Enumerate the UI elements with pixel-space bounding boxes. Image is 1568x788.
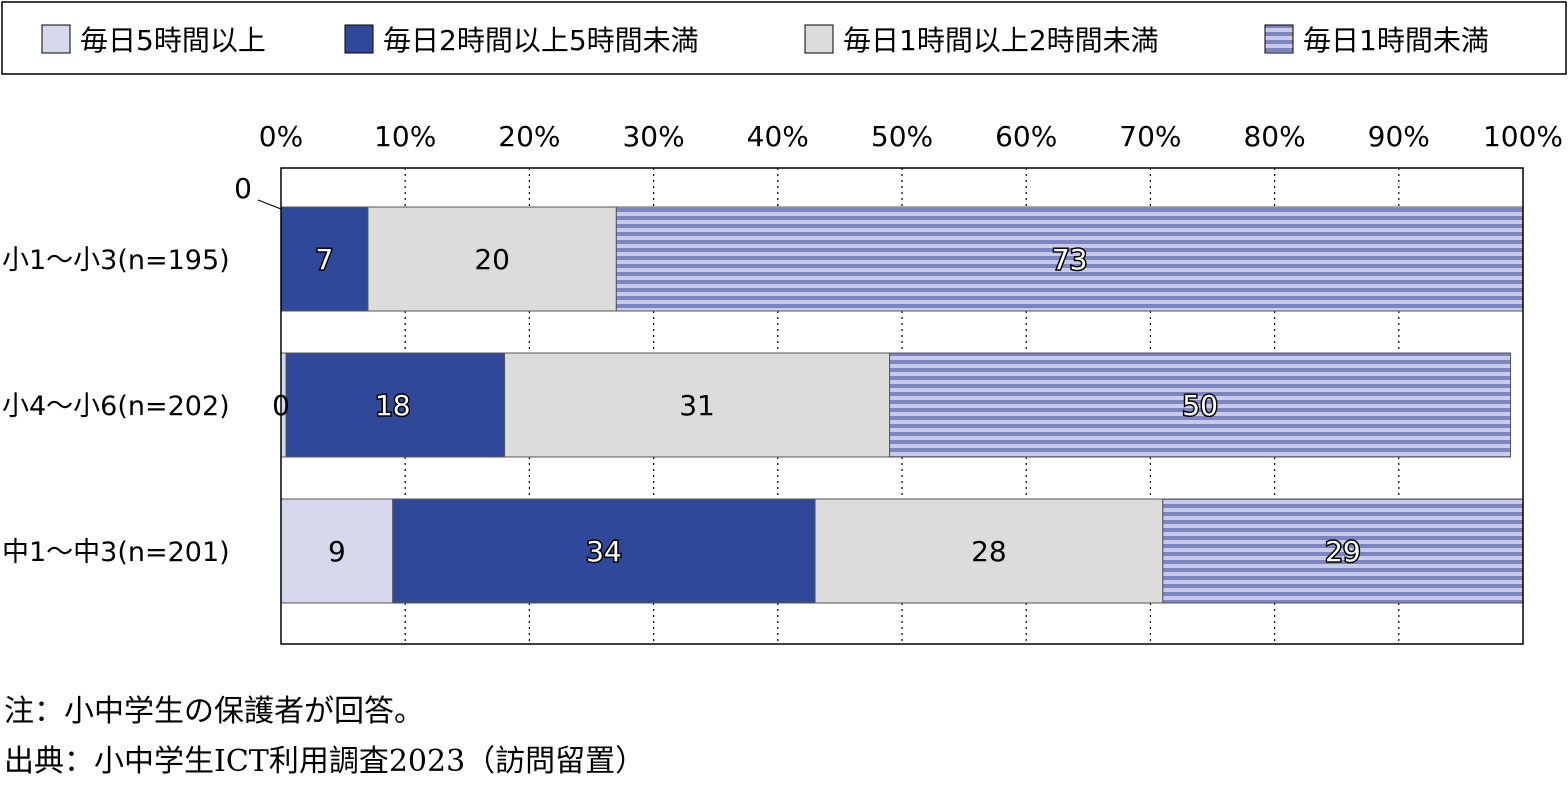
legend-label: 毎日1時間以上2時間未満 bbox=[843, 24, 1159, 57]
data-label: 9 bbox=[328, 535, 346, 568]
legend: 毎日5時間以上 毎日2時間以上5時間未満 毎日1時間以上2時間未満 毎日1時間未満 bbox=[1, 1, 1567, 75]
x-tick-label: 10% bbox=[374, 120, 436, 153]
x-tick-label: 60% bbox=[995, 120, 1057, 153]
data-label: 34 bbox=[586, 535, 622, 568]
bars bbox=[280, 206, 1524, 604]
legend-swatch bbox=[344, 24, 374, 54]
category-label: 小4～小6(n=202) bbox=[2, 391, 230, 422]
legend-frame bbox=[1, 1, 1567, 75]
legend-swatch bbox=[1264, 24, 1294, 54]
legend-label: 毎日2時間以上5時間未満 bbox=[383, 24, 699, 57]
bar-segment bbox=[814, 498, 1164, 604]
data-label: 31 bbox=[679, 389, 715, 422]
bar-segment bbox=[392, 498, 816, 604]
category-labels: 小1～小3(n=195) 小4～小6(n=202) 中1～中3(n=201) bbox=[2, 245, 230, 568]
x-tick-label: 40% bbox=[747, 120, 809, 153]
bar-segment bbox=[504, 352, 891, 458]
data-label: 29 bbox=[1325, 535, 1361, 568]
annotation-leader bbox=[257, 199, 282, 210]
x-tick-label: 20% bbox=[498, 120, 560, 153]
data-label: 28 bbox=[971, 535, 1007, 568]
category-label: 中1～中3(n=201) bbox=[2, 537, 230, 568]
legend-label: 毎日5時間以上 bbox=[80, 24, 266, 57]
x-tick-label: 50% bbox=[871, 120, 933, 153]
bar-segment bbox=[280, 352, 506, 458]
bar-segment bbox=[1162, 498, 1524, 604]
data-label: 18 bbox=[375, 389, 411, 422]
x-tick-label: 70% bbox=[1119, 120, 1181, 153]
x-tick-label: 100% bbox=[1483, 120, 1563, 153]
data-label: 50 bbox=[1182, 389, 1218, 422]
data-label: 20 bbox=[474, 243, 510, 276]
x-tick-label: 90% bbox=[1368, 120, 1430, 153]
data-label: 7 bbox=[316, 243, 334, 276]
x-tick-label: 0% bbox=[259, 120, 303, 153]
annotation-label: 0 bbox=[234, 172, 252, 205]
legend-label: 毎日1時間未満 bbox=[1303, 24, 1489, 57]
x-tick-label: 80% bbox=[1243, 120, 1305, 153]
x-axis-ticks: 0% 10% 20% 30% 40% 50% 60% 70% 80% 90% 100% bbox=[259, 120, 1563, 153]
stacked-bar-chart: 毎日5時間以上 毎日2時間以上5時間未満 毎日1時間以上2時間未満 毎日1時間未満 0… bbox=[1, 1, 1567, 645]
chart-source: 出典：小中学生ICT利用調査2023（訪問留置） bbox=[4, 744, 646, 779]
x-tick-label: 30% bbox=[622, 120, 684, 153]
plot-frame bbox=[280, 167, 1524, 645]
bar-segment bbox=[367, 206, 617, 312]
grid-lines bbox=[404, 168, 1400, 644]
chart-note: 注：小中学生の保護者が回答。 bbox=[4, 694, 424, 729]
data-label: 73 bbox=[1052, 243, 1088, 276]
category-label: 小1～小3(n=195) bbox=[2, 245, 230, 276]
bar-segment bbox=[615, 206, 1524, 312]
bar-segment bbox=[280, 498, 394, 604]
legend-swatch bbox=[41, 24, 71, 54]
bar-segment bbox=[889, 352, 1512, 458]
legend-swatch bbox=[804, 24, 834, 54]
